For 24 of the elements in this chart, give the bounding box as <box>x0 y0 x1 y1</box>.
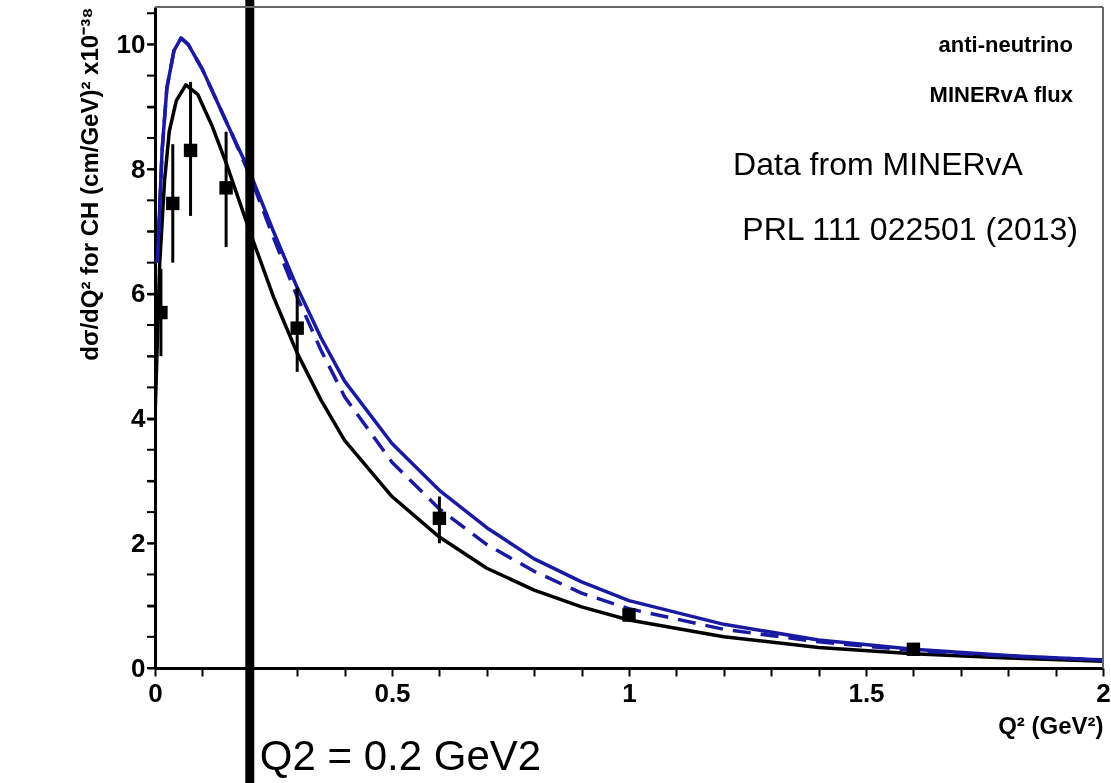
x-tick-label: 2 <box>1096 677 1111 708</box>
y-tick-label: 6 <box>131 278 146 309</box>
point <box>183 143 198 158</box>
y-tick-label: 10 <box>116 28 146 59</box>
point <box>622 608 636 622</box>
x-tick-label: 1 <box>622 677 637 708</box>
x-tick-label: 0.5 <box>374 677 411 708</box>
annotation: Data from MINERvA <box>733 146 1024 182</box>
annotation: MINERvA flux <box>929 82 1074 107</box>
y-tick-label: 4 <box>131 403 147 434</box>
x-axis-title: Q² (GeV²) <box>998 711 1104 739</box>
point <box>432 511 447 526</box>
annotation: PRL 111 022501 (2013) <box>742 211 1078 247</box>
point <box>290 321 304 335</box>
y-axis-title: dσ/dQ² for CH (cm/GeV)² x10⁻³⁸ <box>75 7 103 361</box>
point <box>166 196 180 211</box>
ref-line-label: Q2 = 0.2 GeV2 <box>259 732 542 779</box>
y-tick-label: 2 <box>131 527 146 558</box>
y-tick-label: 8 <box>131 153 146 184</box>
point <box>906 642 921 656</box>
point <box>219 181 233 195</box>
y-tick-label: 0 <box>131 652 146 683</box>
annotation: anti-neutrino <box>938 32 1073 57</box>
x-tick-label: 1.5 <box>848 677 885 708</box>
